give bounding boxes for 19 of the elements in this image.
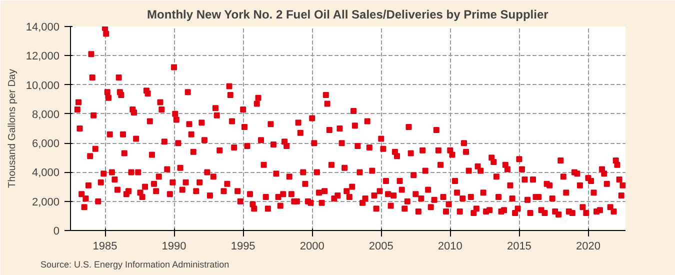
y-axis-title: Thousand Gallons per Day [6, 69, 18, 188]
x-tick-label: 2010 [438, 240, 462, 252]
x-tick-label: 1990 [162, 240, 186, 252]
y-tick-label: 8,000 [32, 108, 60, 121]
y-tick-label: 4,000 [32, 167, 60, 180]
x-tick-label: 2000 [300, 240, 324, 252]
x-tick-label: 2015 [506, 240, 532, 252]
chart-title: Monthly New York No. 2 Fuel Oil All Sales/Deliveries by Prime Supplier [147, 8, 549, 22]
y-tick-label: 14,000 [26, 22, 60, 34]
y-tick-label: 2,000 [32, 196, 60, 208]
source-note: Source: U.S. Energy Information Administration [40, 260, 230, 270]
y-tick-label: 12,000 [26, 50, 60, 63]
x-tick-label: 2005 [368, 240, 394, 252]
x-tick-label: 1985 [92, 240, 118, 252]
x-tick-label: 2020 [576, 240, 600, 252]
y-tick-label: 6,000 [32, 138, 60, 150]
x-tick-label: 1995 [230, 240, 256, 252]
y-tick-label: 0 [53, 226, 60, 238]
y-tick-label: 10,000 [26, 80, 60, 92]
